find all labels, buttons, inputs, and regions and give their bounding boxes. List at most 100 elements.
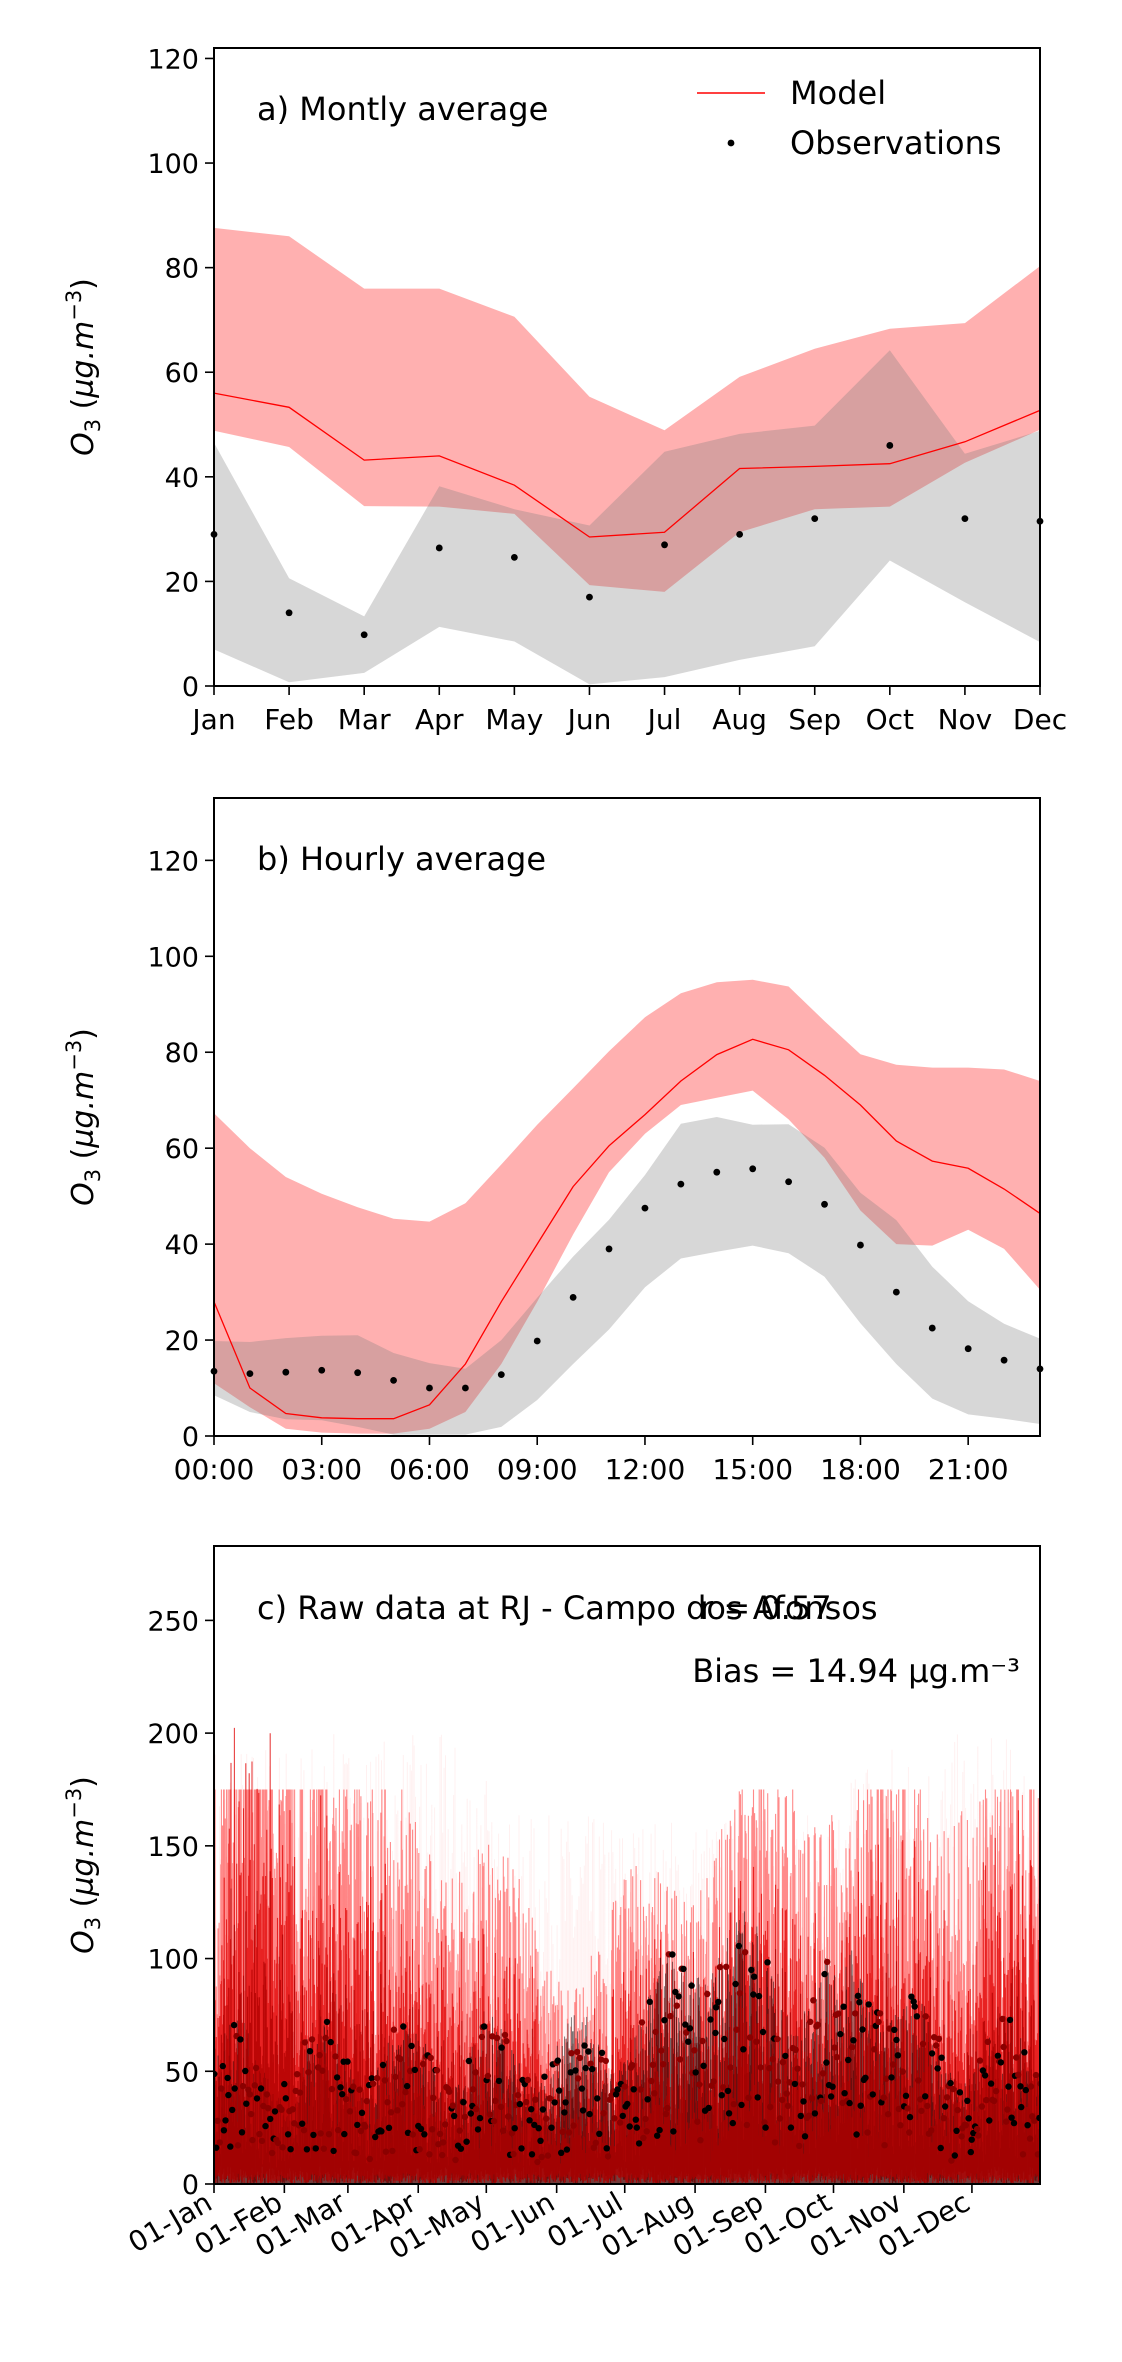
observation-point (676, 2056, 684, 2063)
observation-point (640, 2134, 647, 2142)
observation-point (733, 2026, 740, 2033)
observation-point (590, 2144, 597, 2151)
monthly-observation-point (360, 631, 368, 639)
panel-label-hourly: b) Hourly average (257, 840, 546, 878)
observation-point (837, 2030, 844, 2038)
monthly-x-tick-label: Nov (938, 703, 993, 736)
observation-point (986, 2117, 993, 2124)
observation-point (231, 2085, 238, 2092)
observation-point (865, 2001, 872, 2008)
hourly-observation-point (533, 1337, 541, 1345)
observation-point (913, 2013, 921, 2020)
hourly-x-tick-label: 09:00 (497, 1453, 578, 1486)
hourly-x-tick-label: 21:00 (928, 1453, 1009, 1486)
observation-point (869, 2091, 876, 2098)
observation-point (362, 2123, 369, 2130)
observation-point (797, 2112, 804, 2120)
observation-point (293, 2071, 301, 2078)
plot-area-raw: 05010015020025001-Jan01-Feb01-Mar01-Apr0… (123, 1606, 1040, 2266)
observation-point (917, 2096, 924, 2103)
observation-point (263, 2091, 271, 2098)
observation-point (915, 2077, 922, 2084)
observation-point (769, 2056, 776, 2063)
observation-point (967, 2148, 974, 2156)
observation-point (490, 2117, 498, 2125)
observation-point (499, 2127, 507, 2134)
monthly-x-tick-label: Oct (866, 703, 914, 736)
observation-point (546, 2095, 553, 2102)
observation-point (673, 2002, 680, 2009)
observation-point (526, 2117, 533, 2124)
observation-point (854, 1992, 862, 2000)
observation-point (563, 2146, 571, 2153)
raw-y-tick-label: 0 (182, 2170, 199, 2201)
observation-point (384, 2099, 391, 2106)
observation-point (937, 2144, 944, 2152)
observation-point (1031, 2117, 1038, 2124)
observation-point (322, 2034, 329, 2042)
hourly-x-tick-label: 12:00 (605, 1453, 686, 1486)
observation-point (646, 1998, 653, 2006)
observation-point (871, 2046, 878, 2053)
observation-point (230, 2021, 238, 2029)
observation-point (994, 2052, 1002, 2059)
observation-point (949, 2085, 957, 2093)
observation-point (341, 2130, 348, 2138)
observation-point (796, 2142, 803, 2150)
observation-point (973, 2125, 981, 2133)
hourly-observation-point (605, 1245, 613, 1253)
observation-point (587, 2060, 594, 2067)
observation-point (968, 2136, 975, 2143)
observation-point (829, 2083, 836, 2090)
observation-point (366, 2155, 373, 2163)
observation-point (723, 1963, 730, 1971)
observation-point (833, 2053, 840, 2061)
observation-point (463, 2138, 470, 2145)
observation-point (633, 2124, 640, 2131)
observation-point (247, 2110, 255, 2118)
observation-point (308, 2036, 316, 2043)
observation-point (699, 2037, 706, 2045)
observation-point (242, 2067, 249, 2075)
monthly-x-tick-label: Mar (338, 703, 391, 736)
observation-point (976, 2057, 984, 2064)
observation-point (656, 2126, 663, 2134)
observation-point (856, 1999, 863, 2006)
observation-point (981, 2072, 989, 2079)
observation-point (284, 2131, 292, 2138)
raw-y-tick-label: 100 (147, 1945, 199, 1976)
observation-point (753, 2038, 760, 2045)
observation-point (730, 2101, 737, 2108)
observation-point (474, 2126, 482, 2133)
observation-point (1006, 2016, 1014, 2024)
observation-point (930, 2034, 938, 2041)
observation-point (408, 2042, 415, 2050)
hourly-x-tick-label: 03:00 (281, 1453, 362, 1486)
observation-point (827, 2093, 835, 2100)
observation-point (452, 2156, 459, 2164)
observation-point (265, 2105, 272, 2112)
observation-point (875, 2018, 882, 2026)
observation-point (426, 2151, 433, 2158)
observation-point (654, 2132, 661, 2139)
observation-point (508, 2129, 516, 2137)
observation-point (624, 2100, 631, 2108)
observation-point (767, 2103, 774, 2111)
y-axis-label-hourly: O3 (µg.m−3) (62, 1028, 105, 1206)
observation-point (596, 2130, 603, 2137)
observation-point (755, 1992, 763, 2000)
observation-point (841, 2090, 848, 2097)
monthly-observation-point (285, 609, 293, 617)
observation-point (943, 2094, 951, 2101)
observation-point (818, 2097, 825, 2105)
monthly-x-tick-label: Jul (646, 703, 682, 736)
observation-point (572, 2067, 579, 2074)
observation-point (902, 2092, 910, 2099)
chart-panel-raw: 05010015020025001-Jan01-Feb01-Mar01-Apr0… (62, 1545, 1041, 2266)
observation-point (823, 2059, 830, 2066)
observation-point (682, 2021, 689, 2028)
observation-point (953, 2127, 960, 2134)
observation-point (387, 2109, 395, 2116)
observation-point (559, 2128, 566, 2136)
observation-point (715, 1998, 722, 2006)
